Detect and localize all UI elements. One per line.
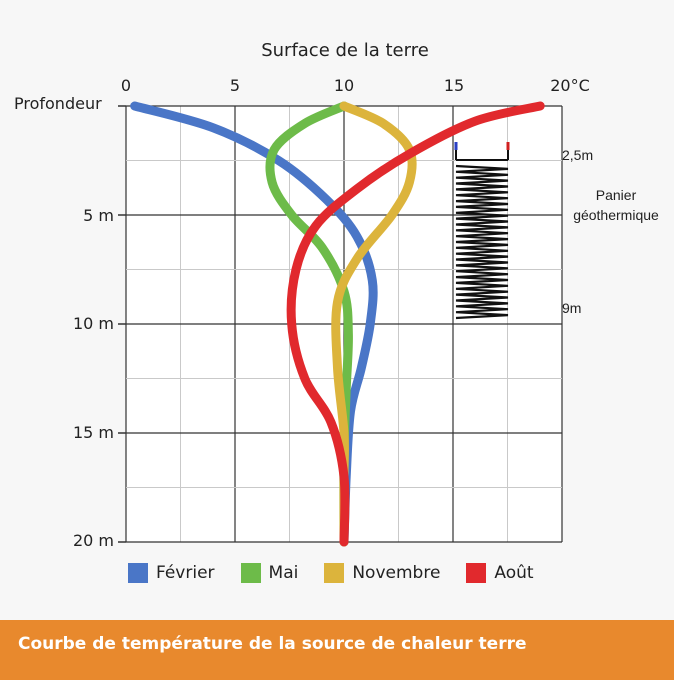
legend-swatch (324, 563, 345, 583)
legend: Février Mai Novembre Août (128, 562, 560, 584)
y-tick-label: 15 m (72, 423, 114, 442)
annotation-geothermal-basket: Panier géothermique (573, 187, 659, 223)
annotation-2-5m: 2,5m (562, 147, 594, 163)
x-tick-label: 20°C (550, 76, 590, 95)
series-line-aout (286, 101, 545, 547)
y-tick-label: 5 m (83, 206, 114, 225)
chart-title: Surface de la terre (261, 40, 429, 61)
legend-item-aout: Août (466, 563, 534, 583)
y-tick-label: 10 m (72, 314, 114, 333)
y-axis-label: Profondeur (14, 94, 102, 113)
footer-banner: Courbe de température de la source de ch… (0, 620, 674, 680)
footer-caption: Courbe de température de la source de ch… (18, 634, 527, 654)
legend-item-mai: Mai (240, 563, 299, 583)
annotation-9m: 9m (562, 300, 582, 316)
x-tick-label: 15 (443, 76, 465, 95)
legend-item-fevrier: Février (128, 563, 215, 583)
legend-label: Novembre (352, 563, 441, 583)
chart-plot (118, 101, 563, 547)
legend-label: Août (494, 563, 534, 583)
legend-label: Février (156, 563, 215, 583)
geothermal-basket-icon (454, 142, 510, 320)
legend-swatch (466, 563, 487, 583)
legend-swatch (128, 563, 148, 583)
series-line-novembre (331, 101, 417, 547)
coil-spiral (455, 164, 509, 320)
legend-label: Mai (268, 563, 299, 583)
legend-swatch (240, 563, 261, 583)
x-tick-label: 10 (333, 76, 355, 95)
x-tick-label: 0 (120, 76, 132, 95)
x-tick-label: 5 (229, 76, 241, 95)
legend-item-novembre: Novembre (324, 563, 440, 583)
y-tick-label: 20 m (72, 531, 114, 550)
